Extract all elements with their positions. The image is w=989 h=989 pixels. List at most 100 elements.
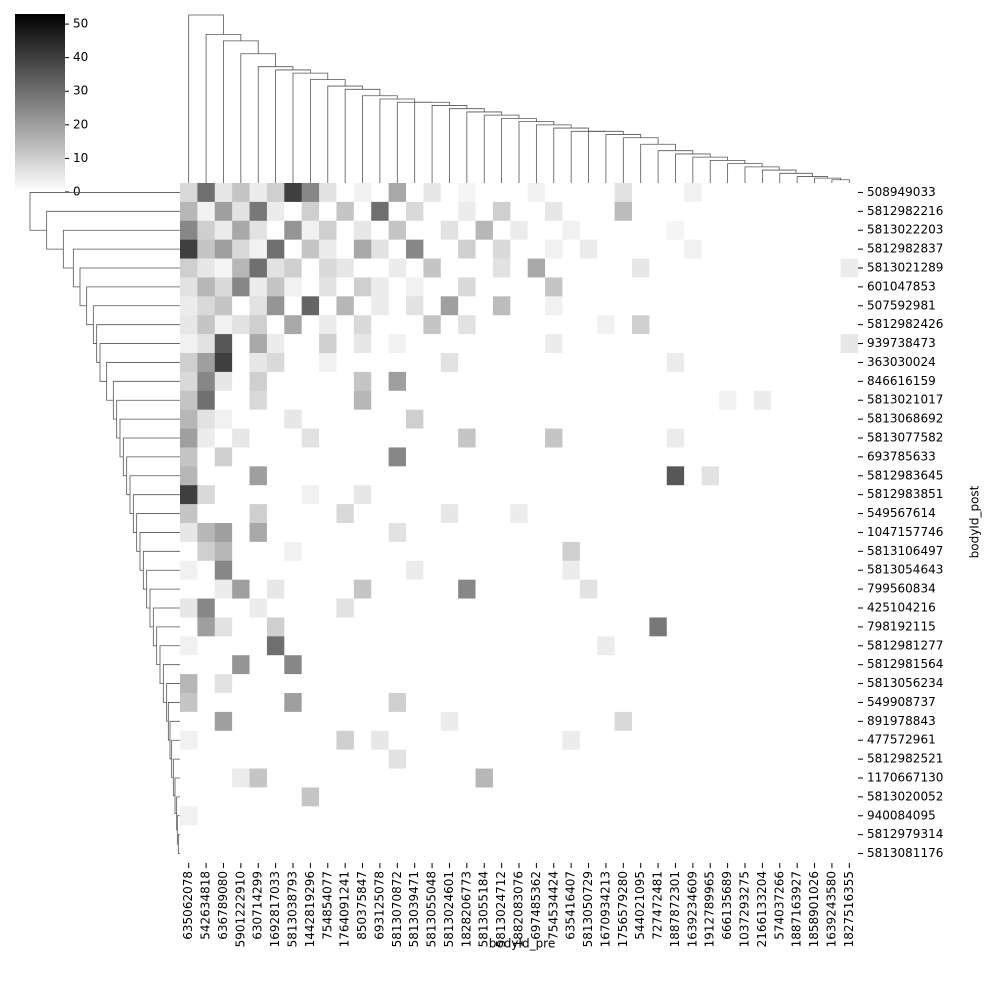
heatmap-cell — [632, 598, 650, 618]
heatmap-cell — [666, 504, 685, 524]
heatmap-cell — [319, 768, 337, 788]
heatmap-cell — [510, 201, 528, 222]
heatmap-cell — [579, 296, 598, 316]
dendrogram-link — [431, 105, 468, 183]
heatmap-cell — [336, 296, 355, 316]
heatmap-cell — [214, 296, 233, 316]
heatmap-cell — [527, 428, 546, 448]
heatmap-cell — [388, 277, 407, 297]
heatmap-cell — [788, 504, 807, 524]
heatmap-cell — [753, 711, 772, 732]
heatmap-cell — [406, 749, 424, 769]
heatmap-cell — [527, 693, 546, 713]
heatmap-cell — [805, 220, 824, 240]
heatmap-cell — [301, 693, 320, 713]
y-tick-label: 5813056234 — [867, 676, 943, 690]
y-tick-label: 5813077582 — [867, 431, 943, 445]
heatmap-cell — [284, 277, 302, 297]
heatmap-cell — [579, 239, 598, 259]
heatmap-cell — [718, 315, 737, 335]
heatmap-cell — [597, 636, 615, 656]
heatmap-cell — [197, 655, 216, 675]
heatmap-cell — [545, 485, 563, 505]
heatmap-cell — [527, 334, 546, 354]
heatmap-cell — [266, 371, 285, 392]
heatmap-cell — [788, 598, 807, 618]
heatmap-cell — [197, 220, 216, 240]
heatmap-cell — [632, 560, 650, 580]
heatmap-cell — [527, 655, 546, 675]
heatmap-cell — [840, 787, 859, 807]
heatmap-cell — [701, 277, 720, 297]
heatmap-cell — [458, 617, 476, 637]
heatmap-cell — [614, 768, 633, 788]
heatmap-cell — [805, 749, 824, 769]
heatmap-cell — [545, 296, 563, 316]
heatmap-cell — [440, 239, 459, 259]
heatmap-cell — [684, 466, 702, 486]
heatmap-cell — [510, 768, 528, 788]
heatmap-cell — [718, 674, 737, 694]
heatmap-cell — [840, 749, 859, 769]
heatmap-cell — [232, 674, 250, 694]
dendrogram-link — [136, 513, 180, 552]
heatmap-cell — [440, 334, 459, 354]
heatmap-cell — [649, 239, 668, 259]
x-tick-label: 1912789965 — [703, 871, 717, 947]
heatmap-cell — [266, 334, 285, 354]
heatmap-cell — [406, 447, 424, 467]
heatmap-cell — [214, 579, 233, 599]
heatmap-cell — [614, 825, 633, 845]
heatmap-cell — [232, 428, 250, 448]
heatmap-cell — [301, 598, 320, 618]
heatmap-cell — [823, 523, 841, 543]
heatmap-cell — [718, 183, 737, 203]
heatmap-cell — [214, 825, 233, 845]
heatmap-cell — [788, 730, 807, 750]
heatmap-cell — [579, 768, 598, 788]
heatmap-cell — [423, 617, 442, 637]
heatmap-cell — [840, 315, 859, 335]
heatmap-cell — [232, 598, 250, 618]
heatmap-cell — [788, 258, 807, 278]
heatmap-cell — [805, 541, 824, 562]
heatmap-cell — [684, 711, 702, 732]
heatmap-cell — [492, 485, 511, 505]
heatmap-cell — [805, 183, 824, 203]
heatmap-cell — [180, 674, 198, 694]
heatmap-cell — [423, 787, 442, 807]
heatmap-cell — [666, 296, 685, 316]
heatmap-cell — [718, 428, 737, 448]
heatmap-cell — [545, 560, 563, 580]
heatmap-cell — [597, 825, 615, 845]
colorbar-tick-label: 40 — [73, 50, 88, 64]
heatmap-cell — [649, 598, 668, 618]
heatmap-cell — [214, 806, 233, 826]
heatmap-cell — [475, 730, 494, 750]
heatmap-cell — [336, 353, 355, 373]
heatmap-cell — [406, 428, 424, 448]
heatmap-cell — [562, 523, 581, 543]
heatmap-cell — [579, 183, 598, 203]
heatmap-cell — [545, 371, 563, 392]
heatmap-cell — [492, 504, 511, 524]
heatmap-cell — [371, 844, 389, 864]
heatmap-cell — [197, 523, 216, 543]
heatmap-cell — [475, 258, 494, 278]
heatmap-cell — [684, 749, 702, 769]
heatmap-cell — [458, 787, 476, 807]
heatmap-cell — [684, 485, 702, 505]
heatmap-cell — [336, 711, 355, 732]
heatmap-cell — [284, 787, 302, 807]
heatmap-cell — [545, 183, 563, 203]
heatmap-cell — [319, 428, 337, 448]
heatmap-cell — [614, 541, 633, 562]
heatmap-cell — [319, 485, 337, 505]
heatmap-cell — [579, 617, 598, 637]
heatmap-cell — [649, 541, 668, 562]
heatmap-cell — [597, 239, 615, 259]
heatmap-cell — [545, 825, 563, 845]
heatmap-cell — [632, 390, 650, 410]
heatmap-cell — [353, 711, 372, 732]
heatmap-cell — [180, 523, 198, 543]
